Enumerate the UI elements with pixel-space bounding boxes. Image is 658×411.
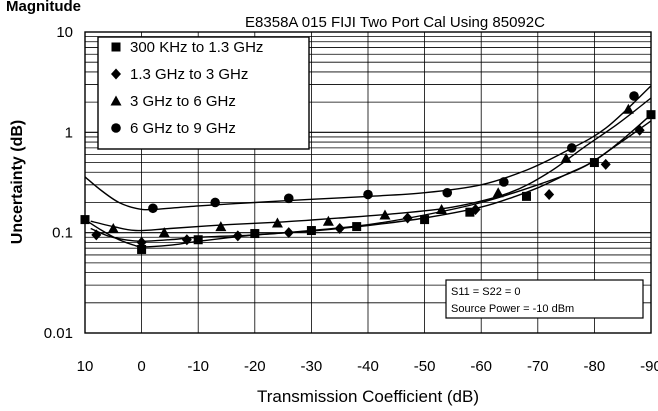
header-label: Magnitude <box>6 0 81 15</box>
x-tick-label: -80 <box>584 358 606 375</box>
series-curve-circle <box>84 85 652 211</box>
x-tick-label: -20 <box>244 358 266 375</box>
legend-label: 1.3 GHz to 3 GHz <box>130 66 248 83</box>
legend-marker-diamond <box>111 68 121 80</box>
data-point-diamond <box>232 230 243 242</box>
series-markers <box>80 91 656 254</box>
grid-lines <box>85 32 651 333</box>
data-point-circle <box>499 177 509 187</box>
x-tick-label: -50 <box>414 358 436 375</box>
y-axis-label: Uncertainty (dB) <box>9 120 26 244</box>
legend-marker-square <box>111 42 121 52</box>
legend-label: 3 GHz to 6 GHz <box>130 93 236 110</box>
plot-frame <box>84 31 652 334</box>
data-point-circle <box>210 197 220 208</box>
data-point-triangle <box>436 204 448 215</box>
data-point-diamond <box>181 234 192 246</box>
data-point-square <box>352 222 362 232</box>
data-point-triangle <box>492 187 504 198</box>
chart-title: E8358A 015 FIJI Two Port Cal Using 85092… <box>245 14 545 31</box>
data-point-diamond <box>544 189 555 201</box>
data-point-diamond <box>600 158 611 170</box>
y-tick-label: 0.01 <box>44 325 73 342</box>
data-point-triangle <box>271 217 283 228</box>
x-tick-label: -60 <box>470 358 492 375</box>
data-point-diamond <box>334 223 345 235</box>
x-axis-label: Transmission Coefficient (dB) <box>257 387 479 406</box>
data-point-square <box>193 235 203 245</box>
data-point-triangle <box>107 223 119 234</box>
data-point-circle <box>363 189 373 200</box>
data-point-circle <box>442 187 453 198</box>
data-point-triangle <box>622 103 634 114</box>
legend-label: 300 KHz to 1.3 GHz <box>130 39 263 56</box>
data-point-diamond <box>91 229 102 241</box>
annotation-box: S11 = S22 = 0 Source Power = -10 dBm <box>445 279 644 319</box>
data-point-square <box>465 207 475 217</box>
x-tick-label: -10 <box>187 358 209 375</box>
series-curve-triangle <box>90 97 652 232</box>
x-tick-label: -90 <box>640 358 658 375</box>
legend-marker-circle <box>111 123 121 133</box>
data-point-triangle <box>158 227 170 238</box>
annotation-frame <box>445 279 644 319</box>
data-point-diamond <box>470 204 481 216</box>
data-point-square <box>250 229 260 239</box>
data-point-triangle <box>560 152 572 163</box>
x-tick-labels: 10 0 -10 -20 -30 -40 -50 -60 -70 -80 -90 <box>77 358 658 375</box>
data-point-circle <box>283 193 294 204</box>
legend-marker-triangle <box>110 95 122 106</box>
data-point-circle <box>148 203 158 214</box>
data-point-diamond <box>136 236 147 248</box>
data-point-circle <box>566 143 577 153</box>
y-tick-label: 0.1 <box>52 225 73 242</box>
data-point-diamond <box>402 212 413 224</box>
legend-label: 6 GHz to 9 GHz <box>130 120 236 137</box>
data-point-square <box>306 226 316 236</box>
data-point-triangle <box>379 209 391 220</box>
data-point-square <box>420 215 430 225</box>
x-tick-label: 10 <box>77 358 94 375</box>
annotation-line-1: S11 = S22 = 0 <box>451 286 521 298</box>
x-tick-label: -70 <box>527 358 549 375</box>
data-point-triangle <box>215 221 227 232</box>
data-point-triangle <box>322 215 334 226</box>
data-point-square <box>589 158 599 168</box>
legend: 300 KHz to 1.3 GHz 1.3 GHz to 3 GHz 3 GHz … <box>97 36 310 150</box>
legend-box <box>97 36 310 150</box>
y-tick-label: 10 <box>56 24 73 41</box>
data-point-circle <box>629 91 639 101</box>
y-tick-label: 1 <box>65 124 73 141</box>
x-tick-label: -40 <box>357 358 379 375</box>
data-point-diamond <box>634 124 645 136</box>
x-tick-label: -30 <box>301 358 323 375</box>
data-point-diamond <box>283 227 294 239</box>
annotation-line-2: Source Power = -10 dBm <box>451 303 574 315</box>
x-tick-label: 0 <box>137 358 145 375</box>
y-tick-labels: 10 1 0.1 0.01 <box>44 24 73 342</box>
data-point-square <box>137 244 147 254</box>
data-point-square <box>521 191 531 201</box>
